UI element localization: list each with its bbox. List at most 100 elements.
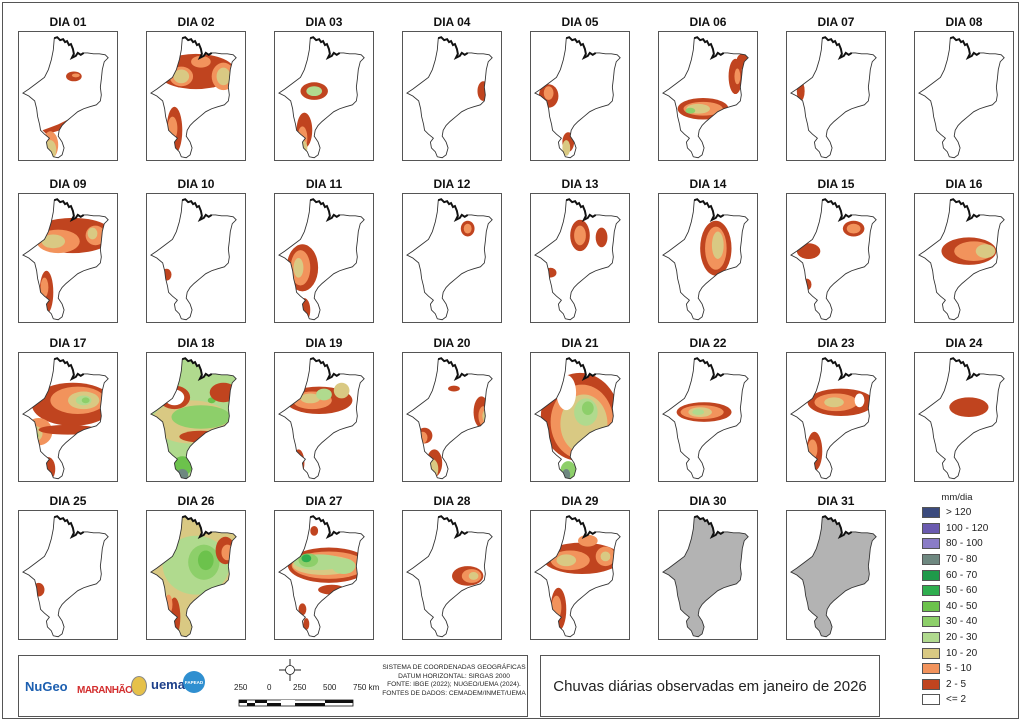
no-data-area xyxy=(790,516,877,637)
rainfall-zone xyxy=(468,572,479,580)
state-map xyxy=(150,357,237,480)
title-box: Chuvas diárias observadas em janeiro de … xyxy=(540,655,880,717)
coastline xyxy=(949,36,981,60)
day-map-title: DIA 18 xyxy=(177,336,215,350)
legend-title: mm/dia xyxy=(941,492,973,503)
day-map-frame xyxy=(658,510,758,640)
legend-swatch xyxy=(922,647,940,659)
state-area xyxy=(22,37,109,158)
rainfall-zone xyxy=(600,551,611,562)
legend-swatch xyxy=(922,632,940,644)
coastline xyxy=(565,357,597,381)
rainfall-zone xyxy=(318,584,346,595)
day-map-title: DIA 17 xyxy=(49,336,87,350)
day-map-title: DIA 27 xyxy=(305,494,343,508)
day-map-panel: DIA 02 xyxy=(144,15,248,161)
legend-label: 5 - 10 xyxy=(946,663,972,675)
day-map-panel: DIA 24 xyxy=(912,336,1016,482)
state-area xyxy=(406,516,493,637)
state-map xyxy=(150,198,237,321)
state-area xyxy=(406,358,493,479)
day-map-title: DIA 16 xyxy=(945,177,983,191)
day-map-frame xyxy=(786,193,886,323)
day-map-panel: DIA 17 xyxy=(16,336,120,482)
day-map-frame xyxy=(402,31,502,161)
rainfall-zone xyxy=(164,389,185,406)
state-area xyxy=(22,516,109,637)
day-map-title: DIA 22 xyxy=(689,336,727,350)
legend-label: 30 - 40 xyxy=(946,616,978,628)
coastline xyxy=(693,36,725,60)
logo-uema: uema xyxy=(151,677,185,692)
day-map-panel: DIA 04 xyxy=(400,15,504,161)
rainfall-zone xyxy=(209,382,237,403)
legend-swatch xyxy=(922,585,940,597)
legend-label: 70 - 80 xyxy=(946,554,978,566)
rainfall-zone xyxy=(171,405,231,429)
rainfall-zone xyxy=(161,268,172,281)
day-map-title: DIA 05 xyxy=(561,15,599,29)
day-map-title: DIA 28 xyxy=(433,494,471,508)
day-map-panel: DIA 28 xyxy=(400,494,504,640)
coastline xyxy=(821,515,853,539)
day-map-panel: DIA 19 xyxy=(272,336,376,482)
day-map-title: DIA 04 xyxy=(433,15,471,29)
scale-label: 500 xyxy=(323,683,337,692)
state-map xyxy=(150,515,237,638)
state-map xyxy=(406,198,493,321)
rainfall-zone xyxy=(734,68,741,85)
day-map-title: DIA 08 xyxy=(945,15,983,29)
state-area xyxy=(406,37,493,158)
legend-swatch xyxy=(922,600,940,612)
scale-label: 250 xyxy=(234,683,248,692)
day-map-panel: DIA 15 xyxy=(784,177,888,323)
day-map-frame xyxy=(274,352,374,482)
coastline xyxy=(693,357,725,381)
rainfall-zone xyxy=(807,439,818,460)
rainfall-zone xyxy=(32,582,45,597)
legend-item: 50 - 60 xyxy=(922,583,1018,599)
rainfall-zone xyxy=(192,443,200,450)
day-map-title: DIA 20 xyxy=(433,336,471,350)
state-map xyxy=(790,357,877,480)
day-map-title: DIA 11 xyxy=(305,177,343,191)
coastline xyxy=(53,515,85,539)
state-area xyxy=(406,199,493,320)
rainfall-zone xyxy=(292,458,301,474)
day-map-panel: DIA 06 xyxy=(656,15,760,161)
day-map-title: DIA 13 xyxy=(561,177,599,191)
state-map xyxy=(918,198,1005,321)
day-map-panel: DIA 10 xyxy=(144,177,248,323)
coastline xyxy=(565,198,597,222)
rainfall-zone xyxy=(310,526,319,536)
day-map-frame xyxy=(146,510,246,640)
state-area xyxy=(790,358,877,479)
coastline xyxy=(53,198,85,222)
day-map-frame xyxy=(658,352,758,482)
state-map xyxy=(278,198,365,321)
rainfall-zone xyxy=(173,69,190,84)
state-map xyxy=(406,357,493,480)
day-map-panel: DIA 21 xyxy=(528,336,632,482)
state-map xyxy=(278,515,365,638)
day-map-frame xyxy=(530,193,630,323)
rainfall-zone xyxy=(574,225,586,246)
legend-swatch xyxy=(922,538,940,550)
day-map-panel: DIA 09 xyxy=(16,177,120,323)
day-map-frame xyxy=(146,31,246,161)
legend-label: 60 - 70 xyxy=(946,569,978,581)
day-map-panel: DIA 18 xyxy=(144,336,248,482)
day-map-frame xyxy=(786,510,886,640)
day-map-frame xyxy=(530,31,630,161)
day-map-title: DIA 24 xyxy=(945,336,983,350)
day-map-title: DIA 06 xyxy=(689,15,727,29)
state-area xyxy=(662,37,749,158)
day-map-panel: DIA 05 xyxy=(528,15,632,161)
coastline xyxy=(53,36,85,60)
rainfall-zone xyxy=(87,227,98,240)
day-map-title: DIA 31 xyxy=(817,494,855,508)
coastline xyxy=(309,357,341,381)
compass-rose-icon xyxy=(279,659,301,681)
legend-item: 30 - 40 xyxy=(922,614,1018,630)
day-map-frame xyxy=(786,31,886,161)
